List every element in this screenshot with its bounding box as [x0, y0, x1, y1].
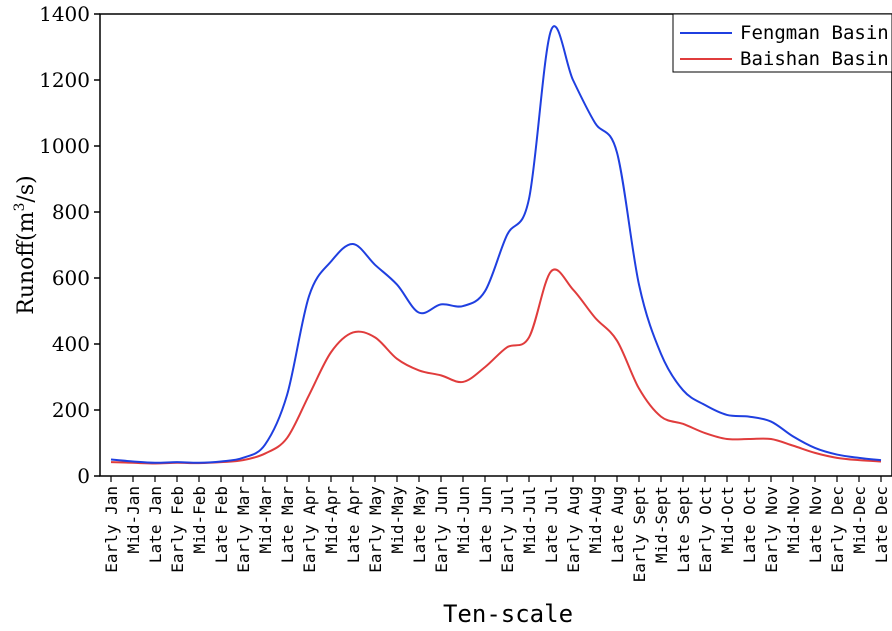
series-line-fengman — [110, 25, 882, 464]
legend: Fengman Basin Baishan Basin — [672, 13, 892, 73]
x-tick-label: Early Feb — [168, 486, 187, 573]
y-tick-label: 200 — [52, 398, 90, 422]
x-tick-label: Early Sept — [630, 486, 649, 582]
y-tick-label: 1400 — [39, 2, 90, 26]
x-tick-label: Mid-Apr — [322, 486, 341, 554]
y-tick-label: 600 — [52, 266, 90, 290]
x-tick-label: Early Jul — [498, 486, 517, 573]
x-tick-label: Late Mar — [278, 486, 297, 563]
series-line-baishan — [110, 268, 882, 465]
y-axis: 0 200 400 600 800 1000 1200 1400 — [39, 2, 100, 488]
x-tick-label: Mid-Feb — [190, 486, 209, 553]
x-tick-label: Mid-Nov — [784, 486, 803, 553]
x-tick-label: Late Jul — [542, 486, 561, 563]
x-tick-label: Late Sept — [674, 486, 693, 573]
y-axis-label-base: Runoff(m — [14, 211, 39, 314]
x-tick-label: Early Dec — [828, 486, 847, 573]
legend-box — [672, 13, 892, 73]
y-tick-label: 400 — [52, 332, 90, 356]
x-axis-label: Ten-scale — [443, 600, 573, 628]
y-axis-label-sup: 3 — [12, 203, 28, 212]
y-tick-label: 0 — [77, 464, 90, 488]
x-tick-label: Early Jan — [102, 486, 121, 573]
x-tick-label: Mid-Dec — [850, 486, 869, 553]
legend-label-baishan: Baishan Basin — [740, 48, 889, 70]
x-tick-label: Early Oct — [696, 486, 715, 573]
x-tick-label: Early Jun — [432, 486, 451, 573]
x-tick-label: Mid-Aug — [586, 486, 605, 553]
x-tick-label: Late May — [410, 486, 429, 563]
x-tick-label: Late Oct — [740, 486, 759, 563]
x-tick-label: Mid-May — [388, 486, 407, 554]
series-layer — [110, 25, 882, 465]
x-tick-label: Mid-Sept — [652, 486, 671, 563]
x-tick-label: Early Mar — [234, 486, 253, 573]
plot-frame — [99, 13, 892, 477]
x-tick-label: Early Aug — [564, 486, 583, 573]
y-tick-label: 1000 — [39, 134, 90, 158]
x-tick-label: Late Jan — [146, 486, 165, 563]
x-tick-label: Late Dec — [872, 486, 891, 563]
x-tick-label: Mid-Jul — [520, 486, 539, 553]
y-tick-label: 800 — [52, 200, 90, 224]
x-tick-label: Mid-Mar — [256, 486, 275, 554]
x-tick-label: Early May — [366, 486, 385, 573]
legend-label-fengman: Fengman Basin — [740, 22, 889, 44]
x-tick-label: Early Nov — [762, 486, 781, 573]
x-tick-label: Late Nov — [806, 486, 825, 563]
x-tick-label: Late Jun — [476, 486, 495, 563]
x-tick-label: Mid-Oct — [718, 486, 737, 553]
x-tick-label: Late Apr — [344, 486, 363, 563]
x-tick-label: Late Aug — [608, 486, 627, 563]
y-axis-label-tail: /s) — [14, 175, 39, 202]
y-axis-label: Runoff(m3/s) — [12, 175, 39, 314]
x-axis: Early Jan Mid-Jan Late Jan Early Feb Mid-Feb… — [102, 476, 891, 582]
x-tick-label: Mid-Jan — [124, 486, 143, 553]
x-tick-label: Late Feb — [212, 486, 231, 563]
y-tick-label: 1200 — [39, 68, 90, 92]
x-tick-label: Mid-Jun — [454, 486, 473, 553]
x-tick-label: Early Apr — [300, 486, 319, 573]
